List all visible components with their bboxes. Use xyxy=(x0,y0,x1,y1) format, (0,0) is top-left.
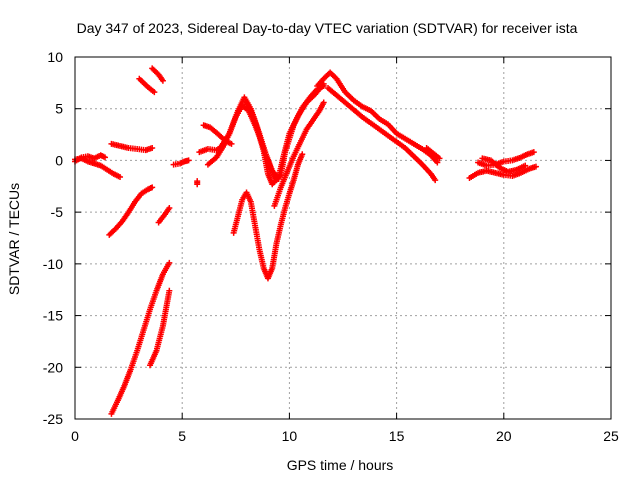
series-arc-4 xyxy=(106,184,156,238)
data-point xyxy=(166,287,173,294)
data-point xyxy=(117,173,124,180)
y-tick-label: -20 xyxy=(43,359,63,375)
series-arc-15 xyxy=(200,122,235,147)
grid xyxy=(75,57,611,419)
series-arc-18 xyxy=(271,99,327,209)
data-point xyxy=(149,184,156,191)
data-point xyxy=(530,149,537,156)
series-arc-5 xyxy=(108,259,173,417)
series-arc-3 xyxy=(108,140,156,154)
x-tick-label: 20 xyxy=(496,428,512,444)
y-tick-label: -15 xyxy=(43,308,63,324)
data-point xyxy=(102,154,109,161)
data-point xyxy=(522,162,529,169)
series-arc-17 xyxy=(230,151,306,282)
series-arc-24 xyxy=(479,155,529,175)
data-point xyxy=(434,159,441,166)
data-point xyxy=(228,140,235,147)
x-axis-label: GPS time / hours xyxy=(287,457,394,473)
data-point xyxy=(299,151,306,158)
data-point xyxy=(166,259,173,266)
x-tick-label: 0 xyxy=(71,428,79,444)
data-point xyxy=(166,205,173,212)
data-point xyxy=(151,89,158,96)
series-arc-23 xyxy=(475,149,537,169)
series-arc-10 xyxy=(170,157,192,168)
series-arc-14 xyxy=(217,80,327,188)
data-point xyxy=(320,99,327,106)
series-arc-6 xyxy=(147,287,173,369)
data-point xyxy=(275,176,282,183)
data-point xyxy=(532,163,539,170)
data-point xyxy=(185,157,192,164)
series-arc-2 xyxy=(72,152,109,165)
y-axis-label: SDTVAR / TECUs xyxy=(6,183,22,295)
y-tick-label: -10 xyxy=(43,256,63,272)
series-arc-9 xyxy=(155,205,173,226)
data-point xyxy=(159,77,166,84)
data-point xyxy=(432,177,439,184)
data-point xyxy=(436,155,443,162)
series-arc-21 xyxy=(423,145,443,162)
chart-title: Day 347 of 2023, Sidereal Day-to-day VTE… xyxy=(77,20,578,36)
y-tick-label: -5 xyxy=(51,204,64,220)
series-arc-8 xyxy=(149,65,166,84)
x-tick-label: 5 xyxy=(178,428,186,444)
x-tick-label: 15 xyxy=(389,428,405,444)
data-point xyxy=(194,178,201,185)
data-points xyxy=(72,65,539,417)
y-tick-label: -25 xyxy=(43,411,63,427)
y-tick-label: 5 xyxy=(55,101,63,117)
y-tick-label: 10 xyxy=(47,49,63,65)
data-point xyxy=(149,145,156,152)
x-tick-label: 10 xyxy=(282,428,298,444)
plot-frame xyxy=(74,56,612,420)
series-arc-11 xyxy=(194,178,201,188)
series-arc-7 xyxy=(136,75,158,96)
y-tick-label: 0 xyxy=(55,152,63,168)
series-arc-16 xyxy=(243,99,282,183)
series-arc-20 xyxy=(324,85,439,184)
x-tick-label: 25 xyxy=(603,428,619,444)
series-arc-22 xyxy=(466,163,539,182)
series-arc-19 xyxy=(314,69,441,166)
